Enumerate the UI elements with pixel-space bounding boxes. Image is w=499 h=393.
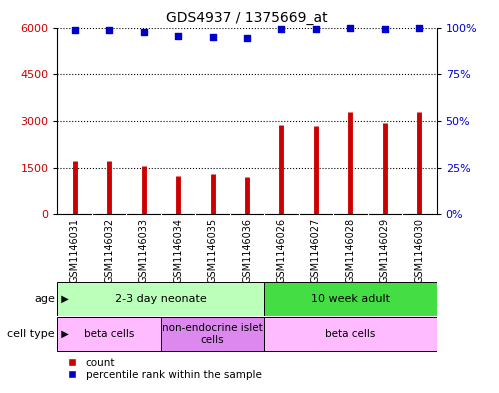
Text: GSM1146026: GSM1146026 <box>276 218 286 283</box>
Text: cell type: cell type <box>7 329 55 339</box>
Text: GSM1146028: GSM1146028 <box>345 218 355 283</box>
Point <box>140 29 148 35</box>
Text: GSM1146036: GSM1146036 <box>242 218 252 283</box>
Point <box>381 26 389 33</box>
Bar <box>161 317 264 351</box>
Text: GSM1146030: GSM1146030 <box>414 218 424 283</box>
Point <box>243 35 251 41</box>
Text: 10 week adult: 10 week adult <box>311 294 390 304</box>
Point <box>105 27 113 33</box>
Text: GSM1146034: GSM1146034 <box>173 218 183 283</box>
Text: GSM1146033: GSM1146033 <box>139 218 149 283</box>
Legend: count, percentile rank within the sample: count, percentile rank within the sample <box>57 353 266 384</box>
Text: GSM1146031: GSM1146031 <box>70 218 80 283</box>
Point <box>312 26 320 33</box>
Title: GDS4937 / 1375669_at: GDS4937 / 1375669_at <box>166 11 328 25</box>
Point <box>277 26 285 33</box>
Text: GSM1146032: GSM1146032 <box>104 218 114 283</box>
Bar <box>57 317 161 351</box>
Bar <box>264 317 437 351</box>
Point <box>174 33 182 39</box>
Point <box>209 34 217 40</box>
Bar <box>264 282 437 316</box>
Text: 2-3 day neonate: 2-3 day neonate <box>115 294 207 304</box>
Text: ▶: ▶ <box>55 329 69 339</box>
Point <box>71 27 79 33</box>
Text: GSM1146029: GSM1146029 <box>380 218 390 283</box>
Text: ▶: ▶ <box>55 294 69 304</box>
Text: beta cells: beta cells <box>84 329 134 339</box>
Text: GSM1146035: GSM1146035 <box>208 218 218 283</box>
Text: beta cells: beta cells <box>325 329 376 339</box>
Point <box>346 25 354 31</box>
Point <box>415 25 423 31</box>
Text: age: age <box>34 294 55 304</box>
Text: non-endocrine islet
cells: non-endocrine islet cells <box>162 323 263 345</box>
Text: GSM1146027: GSM1146027 <box>311 218 321 283</box>
Bar <box>57 282 264 316</box>
